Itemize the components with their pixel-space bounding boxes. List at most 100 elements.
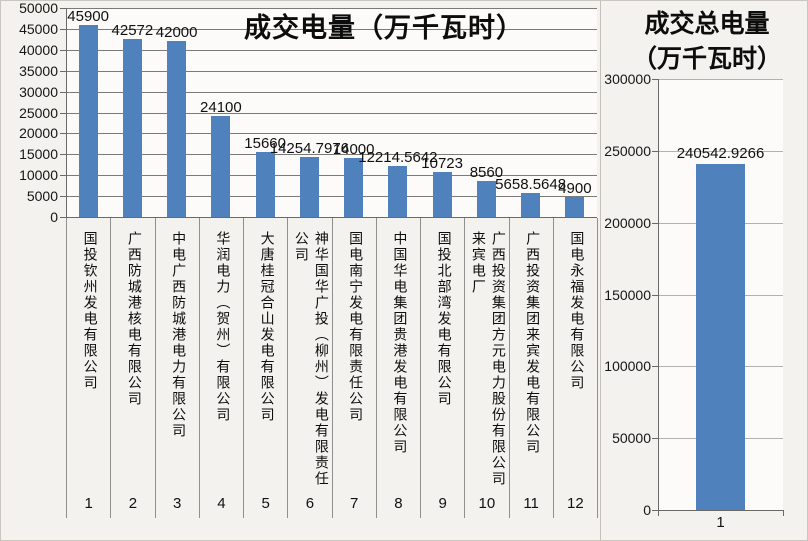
y-tick-mark [60, 175, 66, 177]
bar-value-label: 240542.9266 [676, 145, 765, 163]
y-tick-mark [60, 91, 66, 93]
right-chart-title: 成交总电量 （万千瓦时） [613, 7, 801, 77]
category-label: 国投钦州发电有限公司 [81, 231, 97, 391]
gridline [66, 91, 597, 93]
category-index-label: 11 [523, 494, 539, 512]
x-axis-label: 1 [716, 514, 725, 531]
y-tick-mark [60, 154, 66, 156]
bar-value-label: 45900 [67, 8, 109, 26]
y-axis-label: 35000 [19, 62, 58, 79]
y-tick-mark [652, 510, 658, 511]
y-tick-mark [652, 79, 658, 80]
category-index-label: 4 [217, 494, 226, 512]
y-axis-label: 45000 [19, 20, 58, 37]
bar-value-label: 4900 [558, 179, 592, 197]
bar [521, 193, 541, 217]
category-label: 中电广西防城港电力有限公司 [170, 231, 186, 439]
y-axis-label: 10000 [19, 167, 58, 184]
category-column: 广西防城港核电有限公司 2 [110, 218, 154, 518]
y-tick-mark [60, 49, 66, 51]
category-column: 华润电力（贺州）有限公司 4 [198, 218, 243, 518]
gridline [66, 112, 597, 114]
right-chart-title-line: 成交总电量 [644, 11, 770, 38]
bar-value-label: 8560 [469, 164, 504, 182]
gridline [66, 133, 597, 135]
category-index-label: 2 [128, 494, 138, 512]
y-axis-line [66, 8, 67, 218]
x-tick-mark [658, 510, 659, 516]
x-axis-line [658, 510, 784, 511]
y-axis-label: 200000 [604, 214, 651, 231]
y-tick-mark [652, 150, 658, 152]
category-index-label: 6 [305, 494, 315, 512]
bar [432, 172, 452, 217]
category-label: 国电南宁发电有限责任公司 [347, 231, 363, 423]
y-tick-mark [652, 222, 658, 224]
y-axis-line [658, 79, 659, 511]
category-index-label: 9 [438, 494, 447, 512]
bar-value-label: 14254.7976 [269, 140, 349, 158]
y-axis-label: 50000 [19, 0, 58, 16]
bar [78, 25, 98, 217]
y-axis-label: 0 [50, 209, 58, 225]
chart-divider-line [600, 1, 601, 540]
category-column: 国电南宁发电有限责任公司 7 [331, 218, 376, 518]
y-tick-mark [652, 366, 658, 368]
y-tick-mark [60, 8, 66, 9]
category-label: 广西防城港核电有限公司 [125, 231, 141, 407]
category-column: 神华国华广投（柳州）发电有限责任公司 6 [287, 218, 331, 518]
category-index-label: 12 [567, 494, 584, 512]
bar-value-label: 42572 [111, 22, 154, 40]
bar [565, 196, 585, 217]
y-axis-label: 150000 [604, 286, 651, 303]
gridline [658, 79, 783, 80]
bar [476, 181, 496, 217]
y-tick-mark [60, 28, 66, 30]
y-axis-label: 250000 [604, 142, 651, 159]
left-chart-title: 成交电量（万千瓦时） [244, 13, 524, 43]
bar-value-label: 14000 [332, 141, 375, 159]
y-axis-label: 100000 [604, 358, 651, 375]
y-tick-mark [652, 438, 658, 440]
bar-value-label: 15660 [244, 134, 286, 152]
category-label: 广西投资集团来宾发电有限公司 [524, 231, 540, 455]
left-chart: 50000 45000 40000 35000 30000 25000 20000 15000… [1, 0, 600, 540]
x-axis-line [66, 217, 597, 218]
category-label: 国电永福发电有限公司 [568, 231, 584, 391]
bar [696, 164, 745, 510]
category-index-label: 3 [172, 494, 182, 512]
gridline [66, 154, 597, 156]
bar-value-label: 24100 [200, 99, 242, 117]
category-index-label: 5 [261, 494, 270, 512]
y-axis-label: 40000 [19, 41, 58, 58]
y-axis-label: 50000 [612, 430, 651, 447]
gridline [66, 28, 597, 30]
y-axis-label: 25000 [19, 104, 58, 121]
category-edge-line [597, 218, 598, 518]
category-column: 国投钦州发电有限公司 1 [66, 218, 110, 518]
category-label: 国投北部湾发电有限公司 [435, 231, 451, 407]
category-column: 广西投资集团来宾发电有限公司 11 [508, 218, 553, 518]
gridline [658, 150, 783, 152]
gridline [66, 49, 597, 51]
category-column: 中国华电集团贵港发电有限公司 8 [375, 218, 420, 518]
y-tick-mark [60, 112, 66, 114]
right-chart-title-line: （万千瓦时） [631, 46, 782, 73]
y-axis-label: 15000 [19, 146, 58, 163]
category-label: 华润电力（贺州）有限公司 [214, 231, 230, 423]
category-index-label: 10 [478, 494, 496, 512]
y-axis-label: 0 [643, 502, 651, 518]
category-index-label: 7 [349, 494, 359, 512]
bar [122, 39, 142, 217]
bar [299, 157, 319, 217]
x-tick-mark [783, 510, 784, 516]
bar-value-label: 12214.5642 [358, 148, 438, 166]
y-tick-mark [60, 196, 66, 198]
category-column: 大唐桂冠合山发电有限公司 5 [243, 218, 287, 518]
y-tick-mark [60, 133, 66, 135]
bar-value-label: 10723 [421, 155, 463, 173]
bar [344, 158, 364, 217]
gridline [66, 8, 597, 9]
